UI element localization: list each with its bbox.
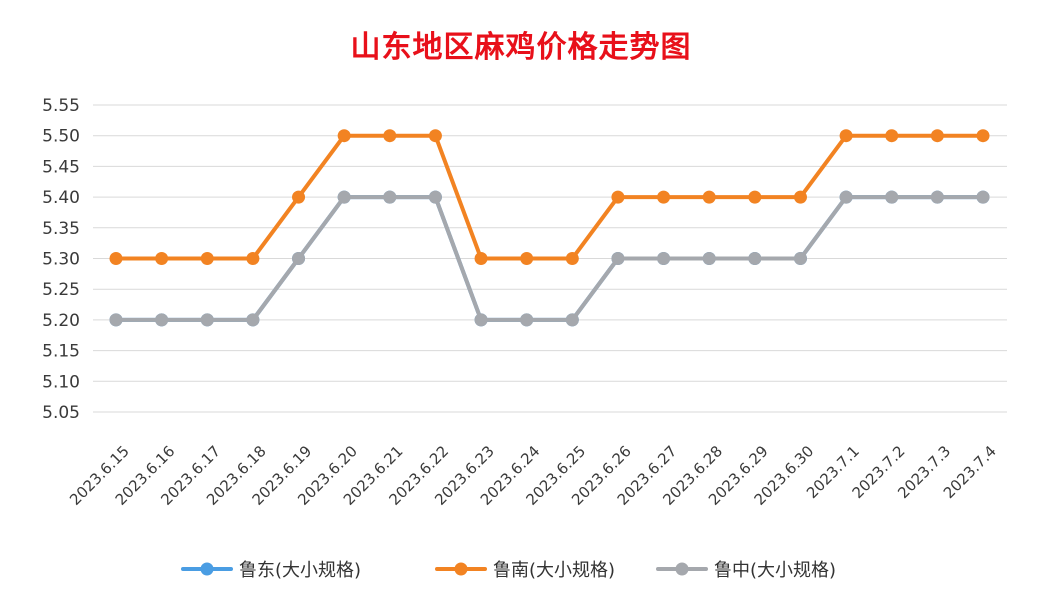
y-tick-label: 5.15 (42, 342, 80, 362)
y-tick-label: 5.20 (42, 311, 80, 331)
data-point (383, 190, 397, 204)
data-point (839, 129, 853, 143)
legend-item: 鲁中(大小规格) (656, 560, 836, 581)
series-lines (109, 129, 990, 327)
y-tick-label: 5.25 (42, 280, 80, 300)
data-point (200, 313, 214, 327)
y-tick-label: 5.55 (42, 96, 80, 116)
y-tick-label: 5.45 (42, 157, 80, 177)
data-point (292, 252, 306, 265)
data-point (702, 252, 716, 265)
data-point (748, 252, 762, 265)
data-point (520, 252, 534, 265)
legend: 鲁东(大小规格) 鲁南(大小规格) 鲁中(大小规格) (181, 560, 836, 581)
y-tick-label: 5.35 (42, 219, 80, 239)
data-point (520, 313, 534, 327)
data-point (565, 252, 579, 265)
data-point (657, 190, 671, 204)
x-axis-ticks: 2023.6.152023.6.162023.6.172023.6.182023… (66, 442, 1000, 509)
y-axis-ticks: 5.55 5.50 5.45 5.40 5.35 5.30 5.25 5.20 5.15 5.10… (42, 96, 80, 423)
data-point (337, 129, 351, 143)
y-tick-label: 5.50 (42, 127, 80, 147)
legend-item: 鲁东(大小规格) (181, 560, 361, 581)
data-point (885, 129, 899, 143)
data-point (109, 252, 123, 265)
data-point (930, 129, 944, 143)
legend-swatch-marker (200, 562, 214, 576)
y-tick-label: 5.30 (42, 250, 80, 270)
data-point (428, 190, 442, 204)
data-point (657, 252, 671, 265)
series-line (114, 133, 985, 261)
data-point (976, 129, 990, 143)
series-line (114, 195, 985, 322)
data-point (200, 252, 214, 265)
data-point (155, 252, 169, 265)
legend-swatch-marker (675, 562, 689, 576)
y-tick-label: 5.10 (42, 372, 80, 392)
data-point (428, 129, 442, 143)
data-point (976, 190, 990, 204)
data-point (565, 313, 579, 327)
data-point (474, 313, 488, 327)
data-point (793, 190, 807, 204)
chart-title: 山东地区麻鸡价格走势图 (350, 30, 692, 65)
data-point (155, 313, 169, 327)
data-point (246, 252, 260, 265)
data-point (292, 190, 306, 204)
data-point (246, 313, 260, 327)
data-point (109, 313, 123, 327)
data-point (839, 190, 853, 204)
legend-item: 鲁南(大小规格) (435, 560, 615, 581)
y-tick-label: 5.05 (42, 403, 80, 423)
series-2 (109, 190, 990, 327)
data-point (748, 190, 762, 204)
series-1 (109, 129, 990, 265)
data-point (611, 252, 625, 265)
y-tick-label: 5.40 (42, 188, 80, 208)
legend-label: 鲁中(大小规格) (714, 560, 836, 581)
data-point (885, 190, 899, 204)
data-point (383, 129, 397, 143)
legend-swatch-marker (454, 562, 468, 576)
data-point (793, 252, 807, 265)
data-point (611, 190, 625, 204)
data-point (337, 190, 351, 204)
legend-label: 鲁东(大小规格) (239, 560, 361, 581)
data-point (474, 252, 488, 265)
data-point (930, 190, 944, 204)
data-point (702, 190, 716, 204)
legend-label: 鲁南(大小规格) (493, 560, 615, 581)
